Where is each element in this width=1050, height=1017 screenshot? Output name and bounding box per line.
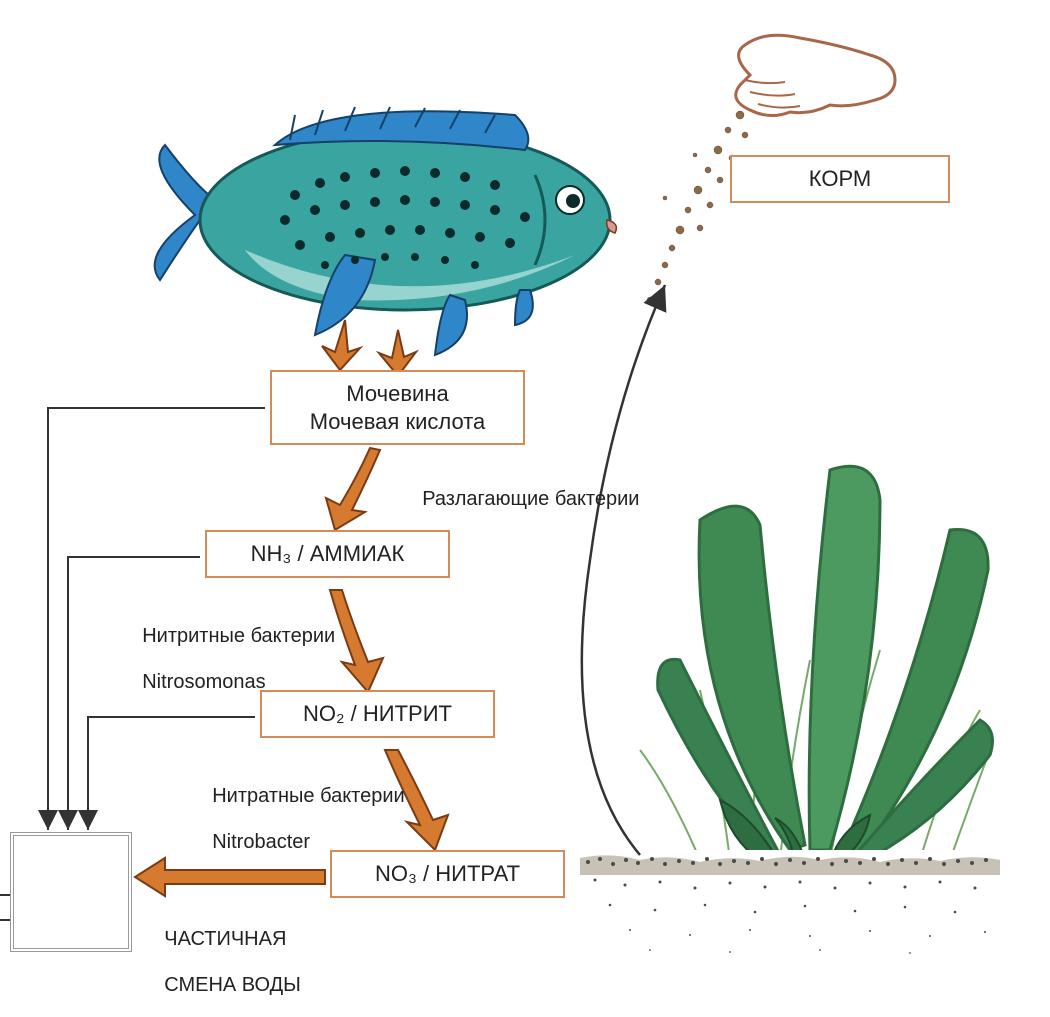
label-nitritebact-l2: Nitrosomonas [142,671,265,693]
label-nitritebact-l1: Нитритные бактерии [142,625,335,647]
label-nitratebact-l1: Нитратные бактерии [212,785,404,807]
plant-icon [640,466,992,862]
box-korm: КОРМ [730,155,950,203]
box-urea-l2: Мочевая кислота [310,409,486,434]
label-waterchange-l1: ЧАСТИЧНАЯ [164,928,286,950]
label-water-change: ЧАСТИЧНАЯ СМЕНА ВОДЫ [142,905,301,1017]
label-nitratebact-l2: Nitrobacter [212,831,310,853]
hand-icon [736,35,895,115]
diagram-canvas: КОРМ Мочевина Мочевая кислота NH₃ / АММИ… [0,0,1050,1017]
label-decomposing-text: Разлагающие бактерии [422,488,639,510]
substrate [580,850,1000,960]
box-urea-l1: Мочевина [346,381,448,406]
box-ammonia-text: NH₃ / АММИАК [251,541,405,566]
box-korm-text: КОРМ [809,166,871,191]
label-waterchange-l2: СМЕНА ВОДЫ [164,974,301,996]
label-decomposing: Разлагающие бактерии [400,465,639,534]
food-particles [647,111,748,303]
tank-rect [10,832,132,952]
box-urea: Мочевина Мочевая кислота [270,370,525,445]
fish-icon [155,107,617,355]
box-ammonia: NH₃ / АММИАК [205,530,450,578]
label-nitrite-bacteria: Нитритные бактерии Nitrosomonas [120,602,335,717]
label-nitrate-bacteria: Нитратные бактерии Nitrobacter [190,762,405,877]
